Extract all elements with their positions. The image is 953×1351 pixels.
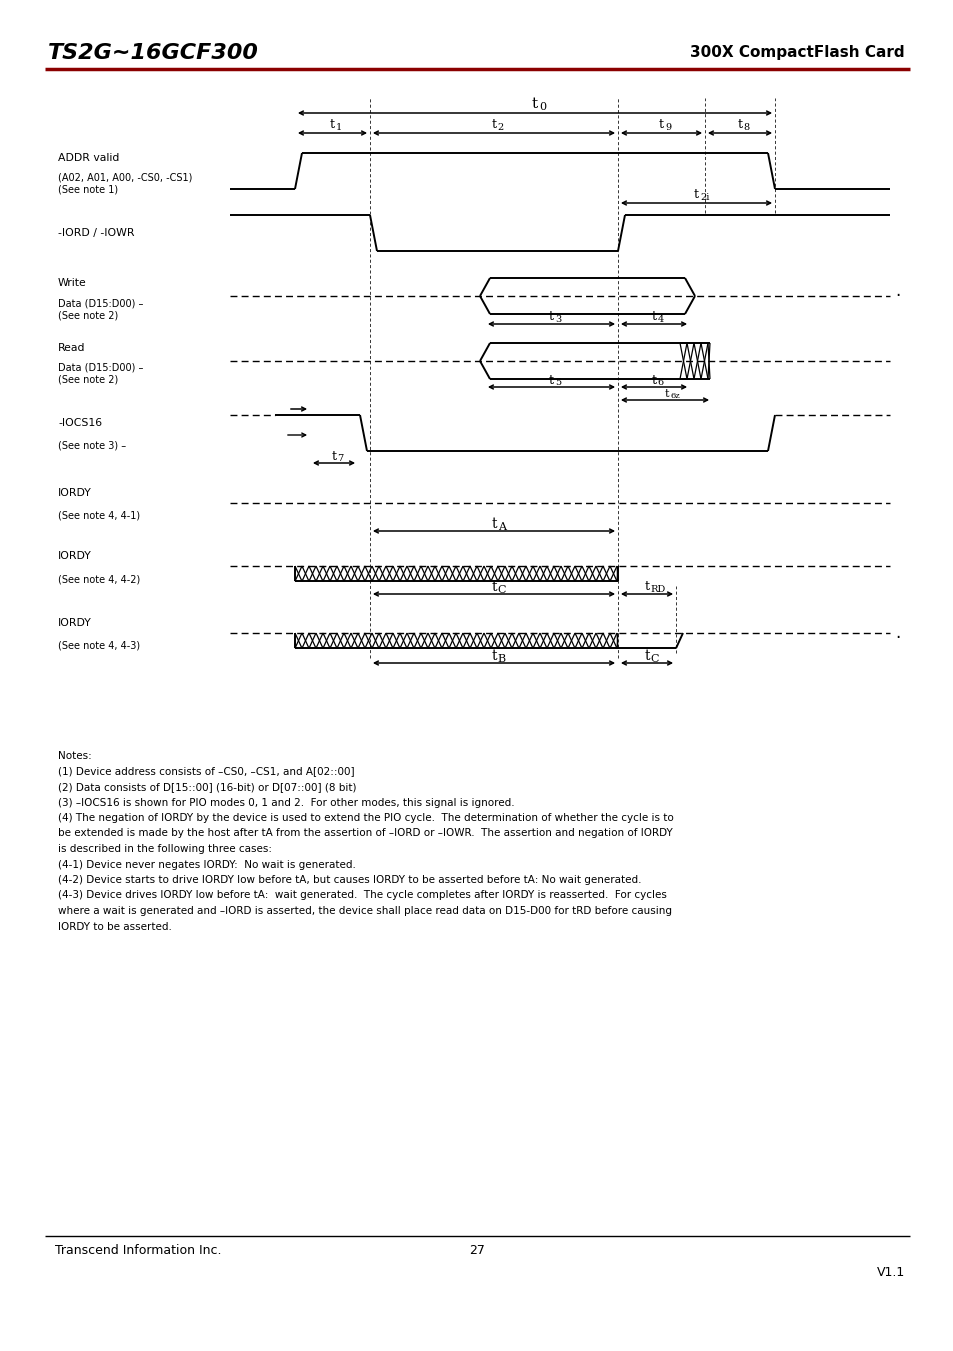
- Text: Transcend Information Inc.: Transcend Information Inc.: [55, 1244, 221, 1258]
- Text: TS2G~16GCF300: TS2G~16GCF300: [48, 43, 258, 63]
- Text: t: t: [664, 389, 669, 399]
- Text: 4: 4: [657, 315, 663, 324]
- Text: (4-1) Device never negates IORDY:  No wait is generated.: (4-1) Device never negates IORDY: No wai…: [58, 859, 355, 870]
- Text: 8: 8: [742, 123, 749, 132]
- Text: t: t: [651, 311, 656, 323]
- Text: Read: Read: [58, 343, 86, 353]
- Text: t: t: [644, 581, 649, 593]
- Text: where a wait is generated and –IORD is asserted, the device shall place read dat: where a wait is generated and –IORD is a…: [58, 907, 671, 916]
- Text: t: t: [659, 119, 663, 131]
- Text: C: C: [497, 585, 506, 594]
- Text: -IORD / -IOWR: -IORD / -IOWR: [58, 228, 134, 238]
- Text: (4) The negation of IORDY by the device is used to extend the PIO cycle.  The de: (4) The negation of IORDY by the device …: [58, 813, 673, 823]
- Text: (2) Data consists of D[15::00] (16-bit) or D[07::00] (8 bit): (2) Data consists of D[15::00] (16-bit) …: [58, 782, 356, 792]
- Text: t: t: [491, 648, 497, 663]
- Text: t: t: [693, 189, 699, 201]
- Text: (4-3) Device drives IORDY low before tA:  wait generated.  The cycle completes a: (4-3) Device drives IORDY low before tA:…: [58, 890, 666, 901]
- Text: 5: 5: [555, 378, 560, 386]
- Text: ADDR valid: ADDR valid: [58, 153, 119, 163]
- Text: t: t: [331, 450, 336, 462]
- Text: IORDY: IORDY: [58, 488, 91, 499]
- Text: (See note 3) –: (See note 3) –: [58, 440, 126, 451]
- Text: t: t: [737, 119, 741, 131]
- Text: is described in the following three cases:: is described in the following three case…: [58, 844, 272, 854]
- Text: 6z: 6z: [669, 392, 679, 400]
- Text: 7: 7: [337, 454, 343, 463]
- Text: IORDY: IORDY: [58, 617, 91, 628]
- Text: 6: 6: [657, 378, 663, 386]
- Text: -IOCS16: -IOCS16: [58, 417, 102, 428]
- Text: Data (D15:D00) –: Data (D15:D00) –: [58, 363, 143, 373]
- Text: B: B: [497, 654, 505, 663]
- Text: Notes:: Notes:: [58, 751, 91, 761]
- Text: 3: 3: [555, 315, 560, 324]
- Text: 0: 0: [538, 103, 546, 112]
- Text: t: t: [651, 373, 656, 386]
- Text: t: t: [532, 97, 537, 111]
- Text: ·: ·: [894, 630, 900, 647]
- Text: t: t: [643, 648, 649, 663]
- Text: 300X CompactFlash Card: 300X CompactFlash Card: [690, 46, 904, 61]
- Text: (A02, A01, A00, -CS0, -CS1): (A02, A01, A00, -CS0, -CS1): [58, 173, 193, 182]
- Text: t: t: [548, 373, 554, 386]
- Text: t: t: [491, 580, 497, 594]
- Text: 9: 9: [664, 123, 670, 132]
- Text: (1) Device address consists of –CS0, –CS1, and A[02::00]: (1) Device address consists of –CS0, –CS…: [58, 766, 355, 777]
- Text: (See note 4, 4-1): (See note 4, 4-1): [58, 511, 140, 521]
- Text: A: A: [497, 521, 505, 532]
- Text: C: C: [650, 654, 659, 663]
- Text: (3) –IOCS16 is shown for PIO modes 0, 1 and 2.  For other modes, this signal is : (3) –IOCS16 is shown for PIO modes 0, 1 …: [58, 797, 514, 808]
- Text: t: t: [491, 517, 497, 531]
- Text: (See note 1): (See note 1): [58, 185, 118, 195]
- Text: IORDY: IORDY: [58, 551, 91, 561]
- Text: be extended is made by the host after tA from the assertion of –IORD or –IOWR.  : be extended is made by the host after tA…: [58, 828, 672, 839]
- Text: Data (D15:D00) –: Data (D15:D00) –: [58, 299, 143, 308]
- Text: (See note 4, 4-3): (See note 4, 4-3): [58, 640, 140, 651]
- Text: IORDY to be asserted.: IORDY to be asserted.: [58, 921, 172, 931]
- Text: RD: RD: [650, 585, 665, 594]
- Text: 2: 2: [497, 123, 503, 132]
- Text: 2i: 2i: [700, 193, 708, 203]
- Text: ·: ·: [894, 286, 900, 305]
- Text: (See note 4, 4-2): (See note 4, 4-2): [58, 574, 140, 584]
- Text: t: t: [491, 119, 496, 131]
- Text: 1: 1: [335, 123, 342, 132]
- Text: t: t: [548, 311, 554, 323]
- Text: 27: 27: [469, 1244, 484, 1258]
- Text: (See note 2): (See note 2): [58, 376, 118, 385]
- Text: Write: Write: [58, 278, 87, 288]
- Text: V1.1: V1.1: [876, 1266, 904, 1279]
- Text: (See note 2): (See note 2): [58, 309, 118, 320]
- Text: t: t: [330, 119, 335, 131]
- Text: (4-2) Device starts to drive IORDY low before tA, but causes IORDY to be asserte: (4-2) Device starts to drive IORDY low b…: [58, 875, 640, 885]
